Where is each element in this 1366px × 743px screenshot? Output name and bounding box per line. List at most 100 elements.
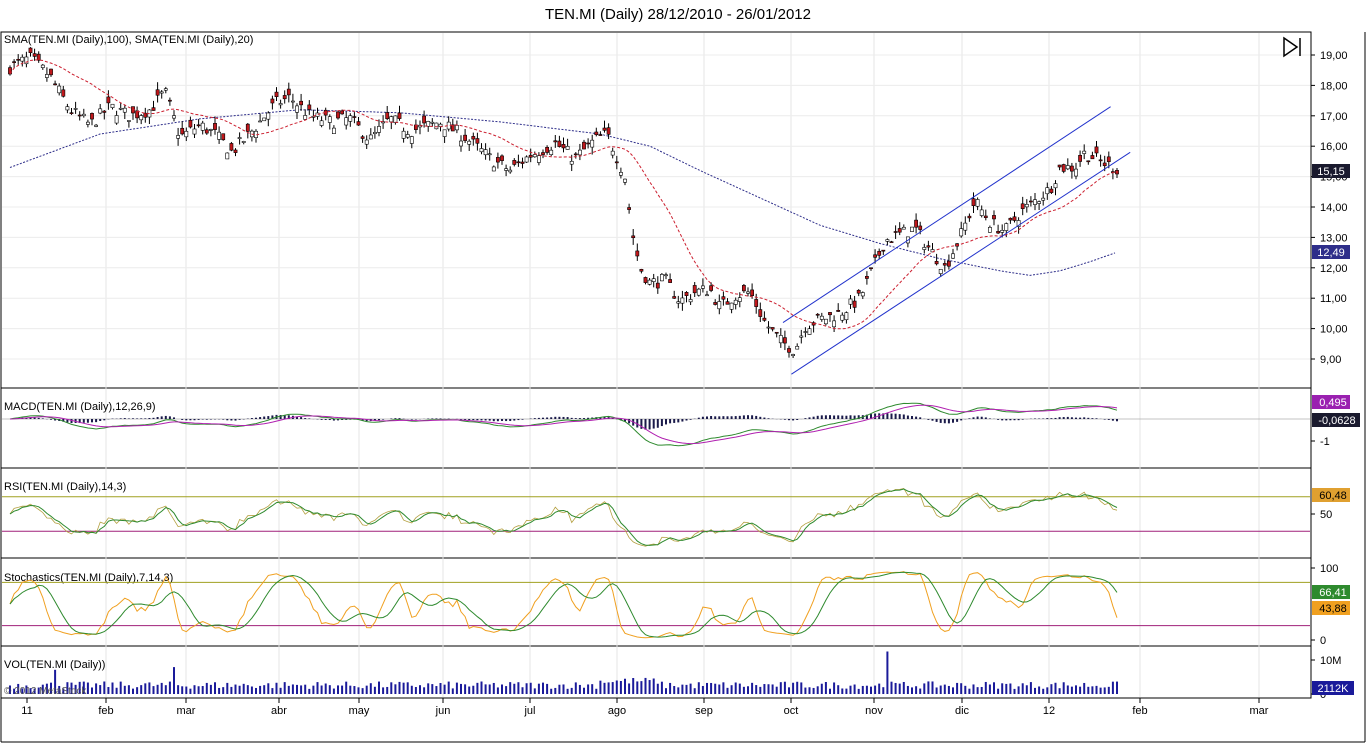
candle — [823, 318, 828, 325]
candle — [188, 119, 193, 128]
y-tick-label: 100 — [1320, 563, 1338, 575]
volume-badge: 2112K — [1312, 681, 1354, 695]
candle — [217, 131, 222, 140]
candle — [893, 231, 898, 233]
candle — [221, 133, 226, 141]
x-tick-label: abr — [271, 705, 287, 717]
macd-badge: 0,495 — [1312, 395, 1350, 409]
candle — [889, 241, 894, 243]
candle — [832, 320, 837, 328]
candle — [204, 129, 209, 134]
candle — [114, 115, 119, 124]
candle — [901, 226, 906, 230]
candle — [459, 140, 463, 147]
candle — [758, 309, 763, 317]
candle — [352, 116, 357, 118]
candle — [127, 120, 131, 122]
x-tick-label: may — [349, 705, 370, 717]
candle — [536, 155, 541, 163]
candle — [90, 113, 94, 120]
candle — [307, 104, 312, 110]
candle — [705, 294, 709, 297]
candle — [721, 296, 726, 300]
candle — [614, 161, 619, 164]
candle — [327, 116, 332, 123]
skip-to-end-icon[interactable] — [1283, 36, 1301, 58]
candle — [196, 124, 201, 127]
candle — [434, 122, 439, 130]
candle — [848, 298, 853, 305]
candle — [200, 122, 205, 131]
x-tick-label: mar — [1250, 705, 1269, 717]
candle — [504, 168, 509, 171]
candle — [184, 130, 189, 138]
candle — [729, 302, 734, 310]
stoch-k-line — [9, 571, 1118, 639]
candle — [40, 64, 45, 68]
candle — [1049, 188, 1054, 193]
candle — [1115, 170, 1119, 175]
candle — [508, 169, 513, 173]
candle — [983, 215, 988, 218]
candle — [799, 335, 804, 338]
y-tick-label: 10,00 — [1320, 324, 1348, 336]
candle — [524, 156, 529, 163]
candle — [688, 299, 693, 303]
candle — [700, 285, 705, 289]
candle — [709, 285, 714, 291]
candle — [274, 91, 279, 98]
candle — [746, 291, 750, 294]
candle — [299, 100, 304, 106]
candle — [360, 136, 365, 139]
candle — [479, 148, 484, 153]
candle — [1106, 156, 1111, 162]
candle — [860, 292, 865, 297]
price-legend: SMA(TEN.MI (Daily),100), SMA(TEN.MI (Dai… — [4, 34, 253, 46]
y-tick-label: 10M — [1320, 655, 1341, 667]
candle — [647, 279, 652, 285]
candle — [1004, 223, 1009, 231]
candle — [12, 61, 17, 63]
x-tick-label: oct — [784, 705, 799, 717]
candle — [1053, 183, 1058, 189]
signal-badge: -0,0628 — [1312, 413, 1360, 427]
candle — [303, 115, 308, 120]
y-tick-label: 19,00 — [1320, 50, 1348, 62]
candle — [778, 335, 783, 344]
macd-plot: -1 — [2, 402, 1330, 448]
candle — [672, 296, 677, 299]
candle — [1041, 197, 1046, 201]
candle — [992, 215, 996, 220]
candle — [934, 261, 939, 265]
candle — [541, 152, 545, 155]
candle — [623, 178, 627, 183]
candle — [73, 108, 78, 110]
candle — [1008, 217, 1013, 221]
candle — [1082, 150, 1087, 154]
candle — [319, 120, 324, 126]
y-tick-label: -1 — [1320, 436, 1330, 448]
candle — [770, 327, 775, 330]
candle — [643, 277, 648, 283]
channel-upper — [782, 106, 1111, 323]
candle — [397, 112, 402, 119]
candle — [573, 153, 578, 156]
svg-text:15,15: 15,15 — [1317, 166, 1345, 178]
x-tick-label: sep — [695, 705, 713, 717]
candle — [176, 135, 181, 139]
rsi-plot: 50 — [2, 487, 1332, 547]
candle — [1024, 204, 1029, 208]
stoch-k-badge: 43,88 — [1312, 601, 1350, 615]
candle — [98, 108, 103, 114]
candle — [877, 250, 882, 256]
candle — [426, 121, 431, 127]
candle — [495, 157, 500, 163]
candle — [864, 276, 869, 279]
candle — [422, 115, 427, 124]
candle — [676, 301, 681, 304]
candle — [49, 68, 53, 76]
candle — [69, 112, 74, 114]
candle — [295, 105, 299, 113]
candle — [28, 47, 33, 54]
